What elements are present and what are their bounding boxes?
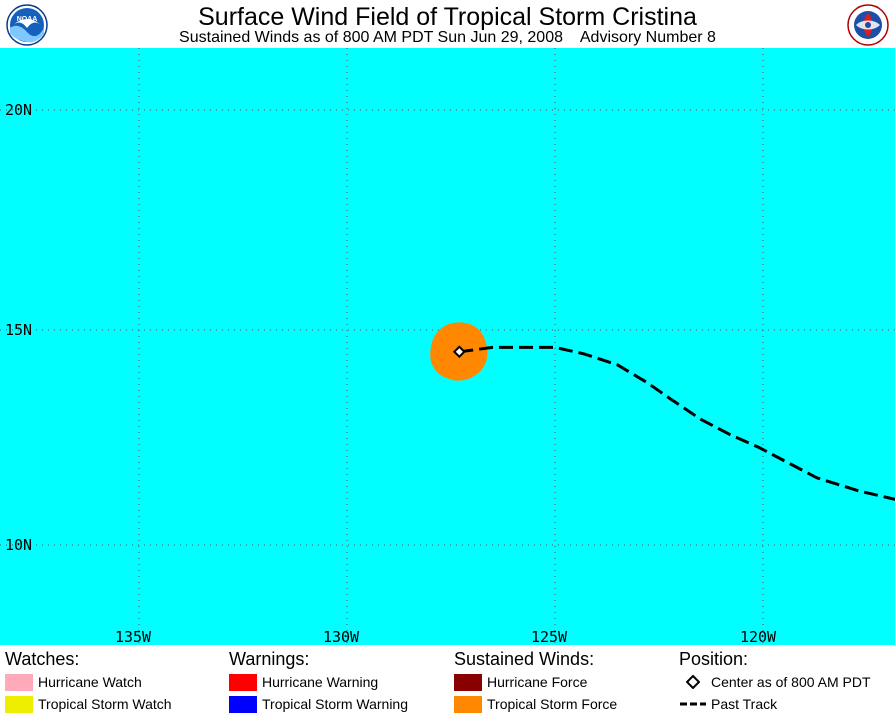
legend-warnings: Warnings: Hurricane Warning Tropical Sto…	[229, 649, 408, 715]
legend-warnings-heading: Warnings:	[229, 649, 310, 669]
map-title: Surface Wind Field of Tropical Storm Cri…	[198, 3, 697, 31]
legend-position: Position: Center as of 800 AM PDT Past T…	[679, 649, 871, 715]
lon-label-135w: 135W	[115, 628, 152, 645]
noaa-logo-text: NOAA	[17, 16, 38, 23]
tropical-storm-warning-swatch	[229, 695, 257, 713]
tropical-storm-watch-swatch	[5, 695, 33, 713]
nws-logo-icon	[847, 4, 889, 46]
legend-item-tropical-storm-force: Tropical Storm Force	[454, 693, 617, 715]
hurricane-force-swatch	[454, 673, 482, 691]
legend-item-hurricane-watch: Hurricane Watch	[5, 671, 172, 693]
map-canvas: 20N 15N 10N 135W 130W 125W 120W	[0, 48, 895, 645]
map-header: NOAA Surface Wind Field of Tropical Stor…	[0, 0, 895, 48]
legend-item-tropical-storm-watch: Tropical Storm Watch	[5, 693, 172, 715]
legend-watches: Watches: Hurricane Watch Tropical Storm …	[5, 649, 172, 715]
legend-item-label: Tropical Storm Watch	[38, 696, 172, 712]
legend-position-heading: Position:	[679, 649, 749, 669]
legend-item-label: Center as of 800 AM PDT	[711, 674, 871, 690]
legend-item-label: Hurricane Watch	[38, 674, 142, 690]
noaa-logo-icon: NOAA	[6, 4, 48, 46]
legend-item-label: Tropical Storm Force	[487, 696, 618, 712]
wind-field-map: 20N 15N 10N 135W 130W 125W 120W	[0, 48, 895, 645]
lat-label-20n: 20N	[5, 101, 32, 119]
legend-sustained-winds: Sustained Winds: Hurricane Force Tropica…	[454, 649, 617, 715]
hurricane-warning-swatch	[229, 673, 257, 691]
diamond-icon	[679, 674, 707, 691]
lat-label-15n: 15N	[5, 321, 32, 339]
legend-item-center: Center as of 800 AM PDT	[679, 671, 871, 693]
latitude-labels: 20N 15N 10N	[5, 101, 32, 554]
lon-label-125w: 125W	[531, 628, 568, 645]
legend-item-hurricane-force: Hurricane Force	[454, 671, 617, 693]
legend-item-past-track: Past Track	[679, 693, 871, 715]
legend-item-hurricane-warning: Hurricane Warning	[229, 671, 408, 693]
past-track-line	[459, 345, 895, 501]
map-subtitle: Sustained Winds as of 800 AM PDT Sun Jun…	[179, 29, 716, 46]
storm-center-marker	[452, 345, 466, 359]
legend-item-label: Hurricane Warning	[262, 674, 379, 690]
tropical-storm-force-swatch	[454, 695, 482, 713]
lat-label-10n: 10N	[5, 536, 32, 554]
lon-label-120w: 120W	[740, 628, 777, 645]
storm-layer	[430, 322, 895, 501]
longitude-labels: 135W 130W 125W 120W	[115, 628, 777, 645]
lon-label-130w: 130W	[323, 628, 360, 645]
legend-item-label: Tropical Storm Warning	[262, 696, 409, 712]
legend-watches-heading: Watches:	[5, 649, 80, 669]
legend-item-tropical-storm-warning: Tropical Storm Warning	[229, 693, 408, 715]
map-legend: Watches: Hurricane Watch Tropical Storm …	[0, 645, 895, 716]
dashed-line-icon	[679, 696, 707, 713]
legend-item-label: Past Track	[711, 696, 778, 712]
legend-winds-heading: Sustained Winds:	[454, 649, 595, 669]
legend-item-label: Hurricane Force	[487, 674, 588, 690]
hurricane-watch-swatch	[5, 673, 33, 691]
